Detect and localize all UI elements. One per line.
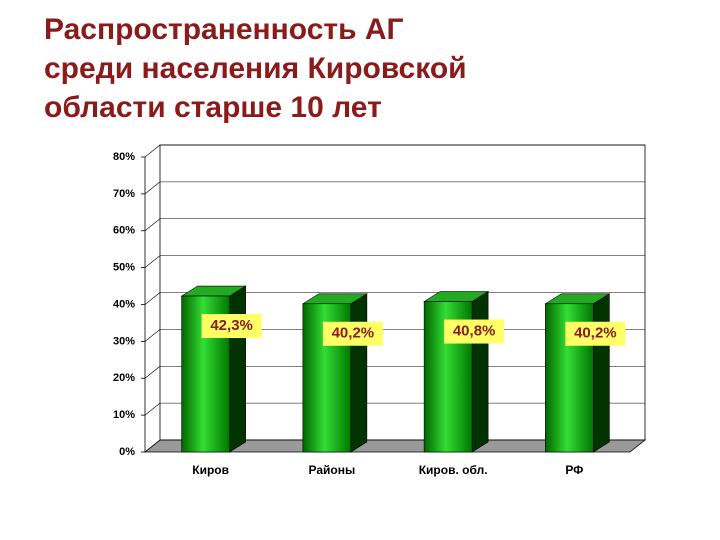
x-tick-label: Киров. обл.	[419, 463, 488, 477]
grid-line	[144, 329, 161, 342]
slide-title: Распространенность АГ среди населения Ки…	[44, 13, 467, 124]
grid-line	[144, 292, 161, 305]
y-tick-label: 40%	[113, 298, 135, 310]
value-label: 40,8%	[453, 323, 496, 340]
value-label-box	[201, 314, 262, 339]
grid-line	[144, 255, 161, 268]
y-tick-label: 60%	[113, 225, 135, 237]
y-tick-label: 10%	[113, 409, 135, 421]
y-tick-label: 50%	[113, 262, 135, 274]
y-tick-label: 20%	[113, 372, 135, 384]
x-tick-label: Районы	[309, 463, 356, 477]
value-label: 40,2%	[332, 325, 375, 342]
y-tick-label: 0%	[119, 446, 135, 458]
grid-line	[144, 366, 161, 379]
y-tick-label: 80%	[113, 151, 135, 163]
grid-line	[144, 181, 161, 195]
value-label: 40,2%	[574, 325, 617, 342]
y-tick-label: 70%	[113, 188, 135, 200]
value-label: 42,3%	[210, 317, 253, 334]
value-label-box	[444, 319, 505, 344]
bar-side	[350, 293, 368, 453]
value-label-box	[565, 321, 626, 346]
grid-line	[144, 402, 161, 416]
bar-side	[229, 285, 246, 453]
y-tick-label: 30%	[113, 335, 135, 347]
grid-line	[144, 439, 161, 453]
value-label-box	[322, 321, 383, 346]
grid-line	[144, 144, 161, 158]
bar-side	[471, 291, 489, 453]
x-tick-label: РФ	[565, 463, 583, 477]
grid-line	[144, 218, 161, 231]
x-tick-label: Киров	[192, 463, 229, 477]
bar-side	[593, 293, 610, 453]
